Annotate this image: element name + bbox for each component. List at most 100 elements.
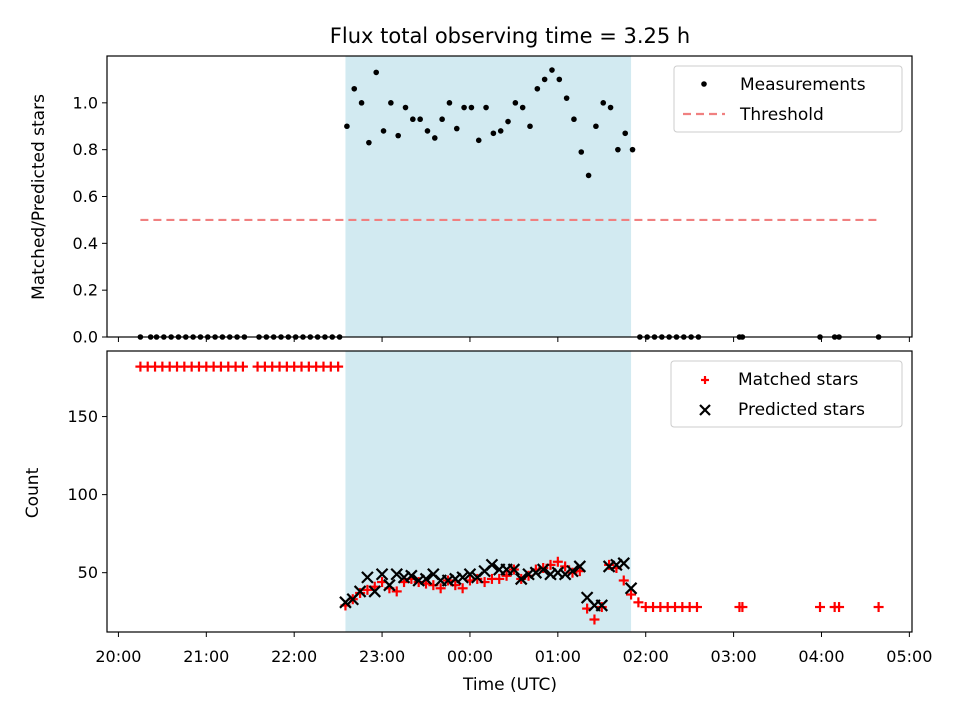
x-tick-label: 05:00 xyxy=(886,647,932,666)
measurement-point xyxy=(490,130,497,137)
predicted-star-point-b xyxy=(456,571,469,584)
matched-star-point xyxy=(815,602,826,613)
predicted-star-point xyxy=(566,564,579,578)
legend-measurements-marker xyxy=(701,81,707,87)
measurement-point xyxy=(461,104,467,111)
matched-star-point xyxy=(237,361,248,372)
measurement-point xyxy=(578,149,585,155)
measurement-point xyxy=(380,128,387,134)
measurement-point xyxy=(358,100,365,106)
measurement-point xyxy=(351,85,358,92)
matched-star-point xyxy=(604,559,615,570)
legend-predicted-label: Predicted stars xyxy=(738,400,865,420)
predicted-star-point-b xyxy=(536,563,550,576)
measurement-point xyxy=(505,118,511,125)
legend-threshold-label: Threshold xyxy=(739,105,824,125)
matched-star-point xyxy=(501,570,512,581)
predicted-star-point-b xyxy=(566,564,579,578)
predicted-star-point xyxy=(529,566,543,579)
legend-matched-label: Matched stars xyxy=(738,370,858,390)
top-y-tick-label: 0.8 xyxy=(73,140,98,159)
measurement-point xyxy=(563,95,570,101)
measurement-point xyxy=(439,116,445,123)
predicted-star-point-b xyxy=(390,567,403,581)
x-tick-label: 20:00 xyxy=(95,647,141,666)
bottom-panel: 50 100 150 20:00 21:00 22:00 23:00 00:00 01:00 0… xyxy=(23,350,932,695)
top-y-tick-label: 0.4 xyxy=(73,234,98,253)
matched-star-point xyxy=(362,584,373,595)
measurement-point xyxy=(475,137,482,144)
predicted-star-point xyxy=(485,558,499,572)
matched-star-point xyxy=(618,575,629,586)
predicted-star-point-b xyxy=(580,591,594,604)
predicted-star-point xyxy=(353,585,367,598)
predicted-star-point-b xyxy=(368,585,382,598)
x-tick-label: 00:00 xyxy=(447,647,493,666)
measurement-point xyxy=(483,104,489,111)
bottom-legend: Matched stars Predicted stars xyxy=(670,360,903,428)
measurement-point xyxy=(600,100,607,106)
predicted-star-point-b xyxy=(624,582,638,595)
legend-matched-marker xyxy=(701,376,709,384)
measurement-point xyxy=(366,139,372,146)
matched-star-point xyxy=(589,614,600,625)
measurement-point xyxy=(549,67,555,73)
x-tick-label: 21:00 xyxy=(183,647,229,666)
x-tick-label: 01:00 xyxy=(535,647,581,666)
top-y-tick-label: 1.0 xyxy=(73,93,98,112)
bottom-y-tick-label: 150 xyxy=(67,407,98,426)
predicted-star-point-b xyxy=(507,563,521,576)
predicted-star-point-b xyxy=(427,567,440,581)
matched-star-point xyxy=(633,597,644,608)
bottom-y-tick-label: 100 xyxy=(67,485,98,504)
measurement-point xyxy=(402,104,409,111)
predicted-star-point-b xyxy=(375,567,389,581)
predicted-star-point xyxy=(339,596,352,609)
predicted-star-point xyxy=(456,571,469,584)
matched-star-point xyxy=(737,602,748,613)
measurement-point xyxy=(622,130,629,137)
measurement-point xyxy=(446,100,453,106)
chart-title: Flux total observing time = 3.25 h xyxy=(330,24,690,48)
measurement-point xyxy=(519,104,526,111)
matched-star-point xyxy=(691,602,702,613)
predicted-star-point xyxy=(624,582,638,595)
measurement-point xyxy=(344,123,350,130)
predicted-star-point-b xyxy=(463,567,477,581)
top-y-tick-label: 0.2 xyxy=(73,281,98,300)
measurement-point xyxy=(497,128,504,134)
x-tick-label: 03:00 xyxy=(711,647,757,666)
measurement-point xyxy=(534,85,541,92)
top-x-ticks xyxy=(117,337,910,342)
measurement-point xyxy=(417,116,423,123)
measurement-point xyxy=(468,104,475,111)
bottom-legend-box xyxy=(670,360,903,428)
measurement-point xyxy=(607,104,614,111)
matched-star-point xyxy=(626,589,637,600)
measurement-point xyxy=(512,100,519,106)
predicted-star-point-b xyxy=(353,585,367,598)
x-axis-label: Time (UTC) xyxy=(462,675,557,695)
top-legend-box xyxy=(673,65,903,133)
top-y-ticks: 0.0 0.2 0.4 0.6 0.8 1.0 xyxy=(73,93,107,347)
measurement-point xyxy=(388,100,394,106)
matched-star-point xyxy=(494,573,505,584)
x-tick-label: 23:00 xyxy=(359,647,405,666)
matched-star-point xyxy=(552,556,563,567)
predicted-star-point xyxy=(573,560,587,573)
top-y-tick-label: 0.6 xyxy=(73,187,98,206)
predicted-star-point-b xyxy=(383,578,396,592)
measurement-point xyxy=(395,132,401,139)
matched-star-point xyxy=(567,567,578,578)
predicted-star-point-b xyxy=(405,569,418,583)
measurement-point xyxy=(432,135,438,141)
measurement-point xyxy=(585,172,592,179)
bottom-x-ticks: 20:00 21:00 22:00 23:00 00:00 01:00 02:00 03:00… xyxy=(95,632,932,666)
measurement-point xyxy=(593,123,599,130)
matched-star-point xyxy=(873,602,884,613)
measurement-point xyxy=(629,146,636,153)
predicted-star-point xyxy=(463,567,477,581)
predicted-star-point-b xyxy=(595,599,609,612)
measurement-point xyxy=(424,128,431,134)
